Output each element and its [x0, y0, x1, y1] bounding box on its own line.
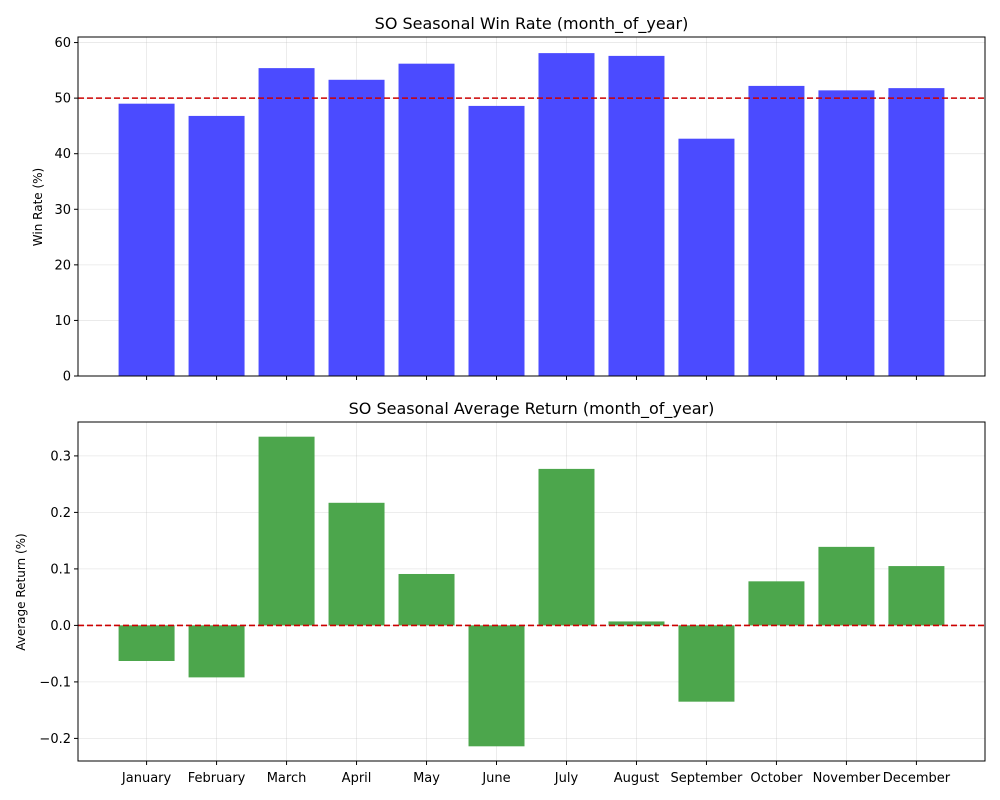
bars — [118, 436, 945, 747]
y-tick-label: 0 — [63, 370, 71, 385]
y-tick-label: 60 — [54, 36, 71, 51]
bar-february — [188, 625, 245, 678]
plot-frame — [77, 36, 986, 377]
y-tick-label: 0.0 — [50, 619, 71, 634]
bar-august — [608, 55, 665, 376]
average-return-chart: SO Seasonal Average Return (month_of_yea… — [14, 399, 986, 786]
x-tick-label: October — [750, 771, 803, 786]
y-tick-label: −0.2 — [39, 732, 71, 747]
bar-may — [398, 63, 455, 376]
bar-march — [258, 436, 315, 626]
bar-july — [538, 53, 595, 376]
bars — [118, 53, 945, 377]
x-tick-label: March — [267, 771, 307, 786]
y-tick-label: 0.2 — [50, 506, 71, 521]
bar-september — [678, 138, 735, 376]
y-tick-label: 50 — [54, 92, 71, 107]
bar-january — [118, 103, 175, 376]
bar-november — [818, 546, 875, 626]
bar-december — [888, 566, 945, 626]
bar-july — [538, 468, 595, 626]
y-tick-label: 0.3 — [50, 449, 71, 464]
x-tick-label: April — [342, 771, 372, 786]
bar-april — [328, 79, 385, 376]
y-tick-label: −0.1 — [39, 675, 71, 690]
plot-frame — [77, 421, 986, 762]
x-tick-label: May — [413, 771, 440, 786]
win-rate-chart: SO Seasonal Win Rate (month_of_year) Win… — [31, 14, 986, 385]
x-tick-label: December — [883, 771, 951, 786]
bar-august — [608, 621, 665, 626]
y-axis-label: Win Rate (%) — [31, 168, 45, 246]
ticks: −0.2 −0.1 0.0 0.1 0.2 0.3 January February March… — [39, 449, 950, 786]
bar-december — [888, 88, 945, 376]
y-tick-label: 10 — [54, 314, 71, 329]
bar-february — [188, 115, 245, 376]
bar-march — [258, 68, 315, 377]
x-tick-label: September — [671, 771, 744, 786]
bar-may — [398, 573, 455, 626]
bar-september — [678, 625, 735, 702]
y-tick-label: 40 — [54, 147, 71, 162]
x-tick-label: November — [813, 771, 881, 786]
y-tick-label: 0.1 — [50, 562, 71, 577]
y-tick-label: 30 — [54, 203, 71, 218]
x-tick-label: August — [614, 771, 660, 786]
x-tick-label: July — [554, 771, 579, 786]
bar-october — [748, 85, 805, 377]
x-tick-label: January — [121, 771, 172, 786]
bar-june — [468, 105, 525, 377]
x-tick-label: February — [188, 771, 246, 786]
bar-june — [468, 625, 525, 747]
chart-title: SO Seasonal Average Return (month_of_yea… — [349, 399, 715, 419]
bar-january — [118, 625, 175, 661]
bar-october — [748, 581, 805, 626]
y-tick-label: 20 — [54, 258, 71, 273]
bar-april — [328, 502, 385, 626]
y-axis-label: Average Return (%) — [14, 533, 28, 651]
chart-title: SO Seasonal Win Rate (month_of_year) — [375, 14, 689, 34]
bar-november — [818, 90, 875, 376]
ticks: 0 10 20 30 40 50 60 — [54, 36, 917, 385]
x-tick-label: June — [481, 771, 510, 786]
